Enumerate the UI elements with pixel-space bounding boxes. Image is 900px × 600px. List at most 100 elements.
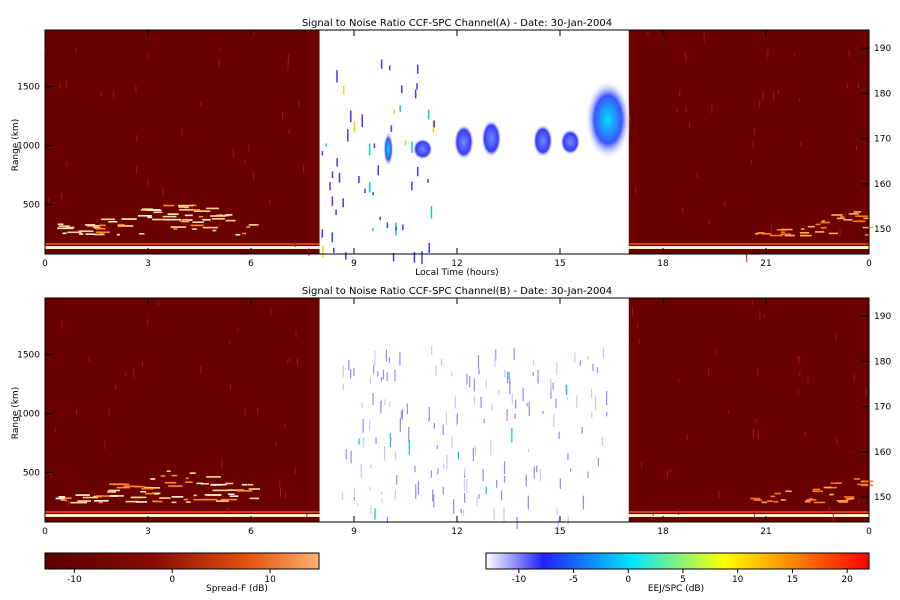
speckle bbox=[757, 368, 759, 377]
spreadf-segment-0 bbox=[45, 30, 320, 254]
morning-streak bbox=[821, 220, 825, 222]
axes-a: 0 3 6 9 12 15 18 21 0 500 1000 1500 150 160 170 180 190 bbox=[17, 30, 891, 269]
eej-echo bbox=[587, 355, 589, 360]
eej-echo bbox=[590, 388, 593, 399]
plume-streak bbox=[163, 204, 175, 207]
eej-patch-3 bbox=[481, 119, 502, 158]
plume-streak bbox=[202, 498, 218, 501]
eej-echo bbox=[525, 474, 527, 487]
y2-tick-label: 160 bbox=[874, 180, 891, 190]
speckle bbox=[61, 192, 63, 200]
plume-streak bbox=[167, 213, 179, 215]
plume-streak bbox=[109, 483, 126, 485]
plume-streak bbox=[121, 218, 137, 220]
eej-echo bbox=[555, 398, 557, 408]
y2-tick-label: 180 bbox=[874, 89, 891, 99]
morning-streak bbox=[829, 493, 834, 496]
ylabel-a: Range (km) bbox=[11, 119, 21, 171]
eej-echo bbox=[516, 516, 518, 529]
speckle bbox=[59, 81, 61, 89]
speckle bbox=[718, 490, 720, 499]
eej-echo bbox=[592, 363, 594, 371]
plume-streak bbox=[116, 233, 120, 236]
eej-echo bbox=[331, 171, 334, 179]
eej-echo bbox=[433, 494, 435, 508]
colorbar-tick-label: 5 bbox=[680, 575, 686, 585]
morning-streak bbox=[807, 225, 815, 228]
eej-echo bbox=[478, 368, 480, 375]
plume-streak bbox=[87, 224, 100, 227]
speckle bbox=[793, 53, 795, 58]
speckle bbox=[682, 207, 684, 214]
speckle bbox=[221, 459, 223, 468]
plume-streak bbox=[192, 209, 201, 211]
speckle bbox=[192, 493, 194, 501]
eej-patch-1 bbox=[412, 138, 433, 160]
x-tick-label: 0 bbox=[866, 527, 872, 537]
plume-streak bbox=[206, 476, 222, 478]
speckle bbox=[68, 500, 70, 506]
eej-echo bbox=[464, 467, 466, 476]
plume-streak bbox=[248, 488, 260, 490]
speckle bbox=[773, 91, 775, 101]
plume-streak bbox=[207, 494, 222, 497]
morning-streak bbox=[813, 501, 826, 504]
plume-streak bbox=[160, 475, 166, 477]
marks-b bbox=[45, 298, 874, 532]
eej-echo bbox=[451, 371, 453, 377]
eej-echo bbox=[370, 505, 372, 515]
speckle bbox=[88, 356, 90, 362]
plume-streak bbox=[196, 482, 204, 485]
plume-streak bbox=[179, 209, 195, 211]
ylabel-b: Range (km) bbox=[11, 387, 21, 439]
plume-streak bbox=[101, 218, 116, 221]
speckle bbox=[296, 358, 298, 365]
eej-echo bbox=[445, 412, 448, 425]
eej-echo bbox=[428, 406, 430, 420]
plume-streak bbox=[98, 501, 103, 504]
plume-streak bbox=[58, 496, 66, 498]
x-tick-label: 3 bbox=[145, 259, 151, 269]
speckle bbox=[832, 513, 834, 522]
plume-streak bbox=[70, 501, 88, 504]
x-tick-label: 3 bbox=[145, 527, 151, 537]
plume-streak bbox=[211, 218, 225, 220]
eej-echo bbox=[369, 486, 371, 491]
spreadf-segment-0 bbox=[45, 298, 320, 522]
eej-echo bbox=[464, 492, 466, 503]
plume-streak bbox=[162, 215, 177, 218]
morning-streak bbox=[849, 497, 855, 500]
eej-echo bbox=[437, 468, 439, 475]
eej-echo bbox=[587, 471, 589, 478]
x-tick-label: 15 bbox=[554, 527, 565, 537]
plume-streak bbox=[77, 500, 92, 502]
eej-echo bbox=[389, 401, 391, 408]
plume-streak bbox=[212, 229, 217, 232]
speckle bbox=[689, 122, 691, 128]
x-tick-label: 0 bbox=[42, 259, 48, 269]
x-tick-label: 18 bbox=[657, 259, 669, 269]
morning-streak bbox=[820, 226, 827, 229]
speckle bbox=[218, 58, 220, 68]
eej-echo bbox=[432, 120, 435, 133]
eej-echo bbox=[353, 368, 355, 377]
eej-echo bbox=[427, 109, 430, 120]
eej-echo bbox=[350, 369, 352, 379]
y-tick-label: 500 bbox=[23, 468, 40, 478]
plume-streak bbox=[67, 231, 82, 234]
eej-echo bbox=[533, 466, 535, 479]
speckle bbox=[822, 226, 824, 233]
plume-streak bbox=[216, 500, 229, 502]
y2-tick-label: 170 bbox=[874, 403, 891, 413]
eej-echo bbox=[528, 402, 530, 417]
eej-echo bbox=[417, 64, 419, 74]
eej-echo bbox=[408, 426, 410, 442]
y2-tick-label: 160 bbox=[874, 448, 891, 458]
plume-streak bbox=[184, 214, 193, 217]
eej-echo bbox=[496, 480, 498, 488]
y2-tick-label: 180 bbox=[874, 357, 891, 367]
y2-tick-label: 190 bbox=[874, 44, 891, 54]
eej-echo bbox=[539, 469, 541, 482]
speckle bbox=[752, 428, 754, 438]
